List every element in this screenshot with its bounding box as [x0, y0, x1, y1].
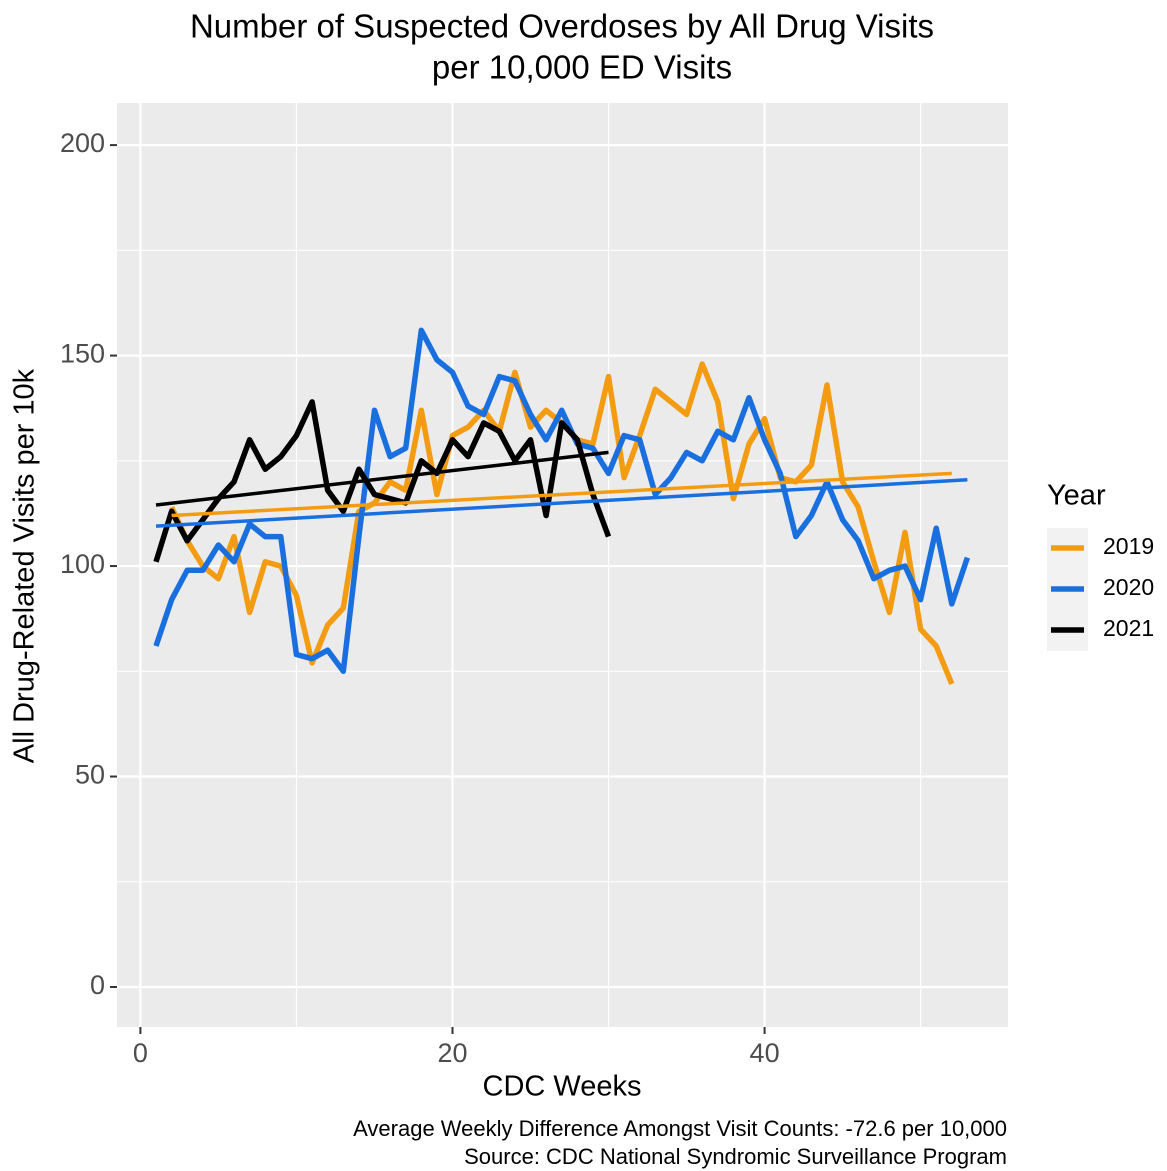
- series-line: [153, 399, 612, 563]
- legend-label: 2021: [1103, 615, 1154, 641]
- legend-label: 2020: [1103, 574, 1154, 600]
- trend-line: [155, 478, 968, 528]
- series-line: [153, 327, 971, 675]
- x-tick-label: 0: [133, 1038, 148, 1068]
- trend-line: [171, 471, 952, 518]
- x-axis-title: CDC Weeks: [483, 1071, 642, 1103]
- y-tick-label: 150: [60, 339, 105, 369]
- caption: Source: CDC National Syndromic Surveilla…: [464, 1144, 1007, 1169]
- y-tick-label: 200: [60, 128, 105, 158]
- chart-title: per 10,000 ED Visits: [432, 49, 732, 86]
- y-tick-label: 0: [90, 970, 105, 1000]
- x-tick-label: 40: [750, 1038, 780, 1068]
- y-tick-label: 100: [60, 549, 105, 579]
- legend-label: 2019: [1103, 533, 1154, 559]
- y-tick-label: 50: [75, 760, 105, 790]
- x-tick-label: 20: [437, 1038, 467, 1068]
- legend-title: Year: [1047, 480, 1106, 512]
- y-axis-title: All Drug-Related Visits per 10k: [9, 368, 41, 763]
- caption: Average Weekly Difference Amongst Visit …: [353, 1116, 1007, 1141]
- chart-title: Number of Suspected Overdoses by All Dru…: [190, 8, 934, 45]
- trend-line: [155, 450, 609, 507]
